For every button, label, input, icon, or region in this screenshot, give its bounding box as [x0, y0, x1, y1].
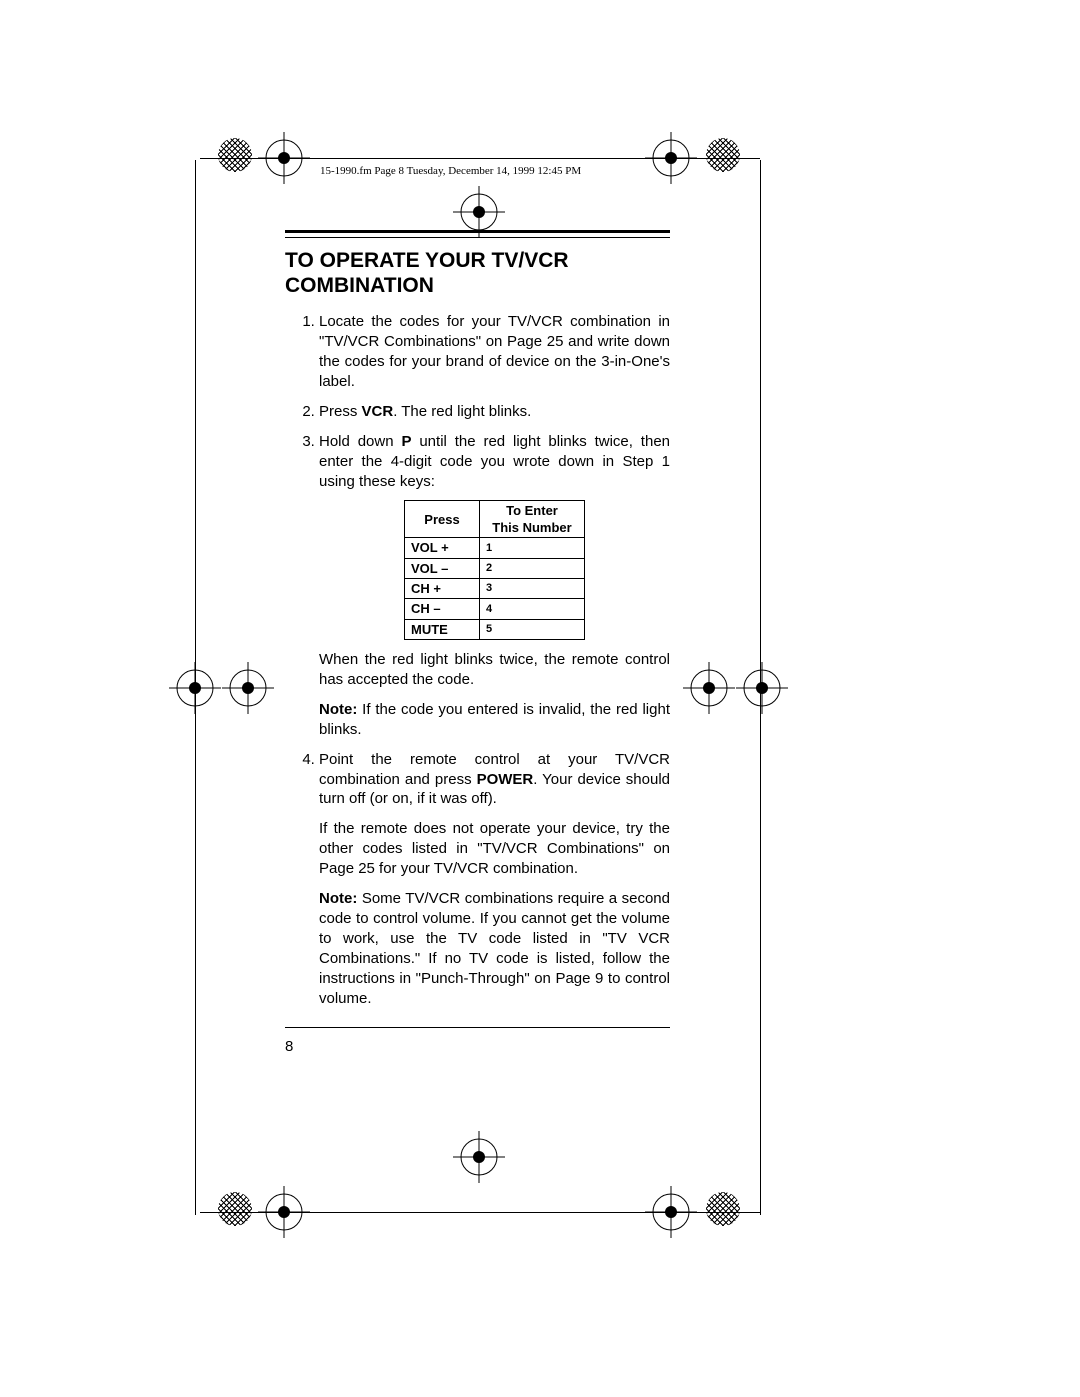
cell: 3	[480, 579, 585, 599]
cell: 4	[480, 599, 585, 619]
table-row: VOL –2	[405, 558, 585, 578]
corner-ornament-icon	[218, 1192, 252, 1226]
text: Some TV/VCR combinations require a secon…	[319, 890, 670, 1007]
key-table: Press To Enter This Number VOL +1 VOL –2…	[404, 500, 585, 640]
step-2: Press VCR. The red light blinks.	[319, 402, 670, 422]
instruction-list: Locate the codes for your TV/VCR combina…	[285, 312, 670, 1008]
key-label: POWER	[477, 771, 534, 788]
key-label: P	[401, 433, 411, 450]
title-rule	[285, 230, 670, 238]
table-row: VOL +1	[405, 538, 585, 558]
step-4: Point the remote control at your TV/VCR …	[319, 750, 670, 1009]
cell: 2	[480, 558, 585, 578]
text: This Number	[492, 520, 571, 535]
registration-mark-icon	[683, 662, 735, 714]
note-label: Note:	[319, 701, 357, 718]
registration-mark-icon	[258, 1186, 310, 1238]
step-3: Hold down P until the red light blinks t…	[319, 432, 670, 740]
col-number: To Enter This Number	[480, 500, 585, 538]
table-row: MUTE5	[405, 619, 585, 639]
doc-header: 15-1990.fm Page 8 Tuesday, December 14, …	[320, 165, 581, 177]
registration-mark-icon	[736, 662, 788, 714]
col-press: Press	[405, 500, 480, 538]
footer-rule	[285, 1027, 670, 1028]
text: . The red light blinks.	[393, 403, 531, 420]
table-row: CH –4	[405, 599, 585, 619]
step-4-note: Note: Some TV/VCR combinations require a…	[319, 889, 670, 1009]
registration-mark-icon	[645, 1186, 697, 1238]
cell: VOL +	[405, 538, 480, 558]
text: Press	[319, 403, 362, 420]
step-1: Locate the codes for your TV/VCR combina…	[319, 312, 670, 392]
page-number: 8	[285, 1038, 670, 1055]
cell: VOL –	[405, 558, 480, 578]
step-3-note: Note: If the code you entered is invalid…	[319, 700, 670, 740]
registration-mark-icon	[222, 662, 274, 714]
cell: 1	[480, 538, 585, 558]
text: To Enter	[506, 503, 558, 518]
registration-mark-icon	[258, 132, 310, 184]
page-title: TO OPERATE YOUR TV/VCR COMBINATION	[285, 248, 670, 298]
cell: CH +	[405, 579, 480, 599]
text: If the code you entered is invalid, the …	[319, 701, 670, 738]
corner-ornament-icon	[706, 138, 740, 172]
corner-ornament-icon	[706, 1192, 740, 1226]
registration-mark-icon	[169, 662, 221, 714]
table-row: CH +3	[405, 579, 585, 599]
cell: 5	[480, 619, 585, 639]
cell: CH –	[405, 599, 480, 619]
cell: MUTE	[405, 619, 480, 639]
step-4-followup: If the remote does not operate your devi…	[319, 819, 670, 879]
page-content: TO OPERATE YOUR TV/VCR COMBINATION Locat…	[285, 230, 670, 1055]
step-3-followup: When the red light blinks twice, the rem…	[319, 650, 670, 690]
text: Hold down	[319, 433, 401, 450]
registration-mark-icon	[453, 1131, 505, 1183]
key-label: VCR	[362, 403, 394, 420]
corner-ornament-icon	[218, 138, 252, 172]
note-label: Note:	[319, 890, 357, 907]
registration-mark-icon	[645, 132, 697, 184]
